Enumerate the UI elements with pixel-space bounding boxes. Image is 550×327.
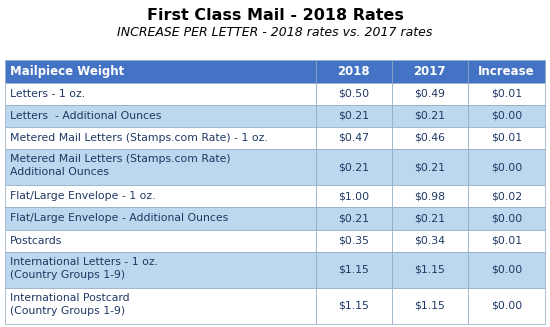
Bar bbox=[468, 252, 545, 288]
Text: Letters - 1 oz.: Letters - 1 oz. bbox=[10, 89, 85, 99]
Bar bbox=[5, 252, 316, 288]
Text: Metered Mail Letters (Stamps.com Rate)
Additional Ounces: Metered Mail Letters (Stamps.com Rate) A… bbox=[10, 154, 230, 177]
Text: $0.35: $0.35 bbox=[338, 235, 369, 246]
Bar bbox=[316, 252, 392, 288]
Bar bbox=[468, 288, 545, 324]
Bar bbox=[316, 60, 392, 83]
Bar bbox=[392, 207, 468, 230]
Text: Metered Mail Letters (Stamps.com Rate) - 1 oz.: Metered Mail Letters (Stamps.com Rate) -… bbox=[10, 133, 268, 143]
Text: $0.34: $0.34 bbox=[414, 235, 445, 246]
Bar bbox=[392, 60, 468, 83]
Bar bbox=[392, 83, 468, 105]
Text: $0.21: $0.21 bbox=[338, 162, 369, 172]
Text: $0.02: $0.02 bbox=[491, 191, 522, 201]
Text: $1.15: $1.15 bbox=[414, 265, 445, 275]
Bar bbox=[316, 185, 392, 207]
Text: $0.01: $0.01 bbox=[491, 133, 522, 143]
Bar bbox=[468, 185, 545, 207]
Text: Mailpiece Weight: Mailpiece Weight bbox=[10, 65, 124, 78]
Bar bbox=[468, 149, 545, 185]
Text: INCREASE PER LETTER - 2018 rates vs. 2017 rates: INCREASE PER LETTER - 2018 rates vs. 201… bbox=[117, 26, 433, 39]
Bar bbox=[316, 288, 392, 324]
Bar bbox=[5, 207, 316, 230]
Bar bbox=[392, 127, 468, 149]
Bar bbox=[5, 60, 316, 83]
Text: First Class Mail - 2018 Rates: First Class Mail - 2018 Rates bbox=[146, 8, 404, 23]
Bar bbox=[392, 149, 468, 185]
Bar bbox=[392, 252, 468, 288]
Bar bbox=[392, 288, 468, 324]
Text: $1.15: $1.15 bbox=[338, 301, 369, 311]
Bar bbox=[392, 185, 468, 207]
Bar bbox=[392, 105, 468, 127]
Text: $0.21: $0.21 bbox=[338, 214, 369, 223]
Text: $0.00: $0.00 bbox=[491, 111, 522, 121]
Text: $0.21: $0.21 bbox=[414, 214, 445, 223]
Text: $0.21: $0.21 bbox=[338, 111, 369, 121]
Text: $0.00: $0.00 bbox=[491, 301, 522, 311]
Text: $1.15: $1.15 bbox=[414, 301, 445, 311]
Bar bbox=[468, 105, 545, 127]
Text: $0.01: $0.01 bbox=[491, 235, 522, 246]
Text: $0.00: $0.00 bbox=[491, 265, 522, 275]
Text: $0.49: $0.49 bbox=[414, 89, 445, 99]
Bar bbox=[5, 185, 316, 207]
Text: $0.00: $0.00 bbox=[491, 162, 522, 172]
Text: Flat/Large Envelope - Additional Ounces: Flat/Large Envelope - Additional Ounces bbox=[10, 214, 228, 223]
Text: $0.47: $0.47 bbox=[338, 133, 369, 143]
Text: $0.21: $0.21 bbox=[414, 162, 445, 172]
Bar bbox=[5, 83, 316, 105]
Text: $1.15: $1.15 bbox=[338, 265, 369, 275]
Text: International Letters - 1 oz.
(Country Groups 1-9): International Letters - 1 oz. (Country G… bbox=[10, 257, 158, 280]
Bar bbox=[316, 149, 392, 185]
Text: Increase: Increase bbox=[478, 65, 535, 78]
Text: International Postcard
(Country Groups 1-9): International Postcard (Country Groups 1… bbox=[10, 293, 130, 316]
Bar bbox=[316, 207, 392, 230]
Text: $0.01: $0.01 bbox=[491, 89, 522, 99]
Text: Letters  - Additional Ounces: Letters - Additional Ounces bbox=[10, 111, 161, 121]
Bar bbox=[392, 230, 468, 252]
Text: Flat/Large Envelope - 1 oz.: Flat/Large Envelope - 1 oz. bbox=[10, 191, 156, 201]
Text: $0.50: $0.50 bbox=[338, 89, 369, 99]
Bar bbox=[468, 127, 545, 149]
Bar bbox=[316, 105, 392, 127]
Bar bbox=[5, 105, 316, 127]
Text: Postcards: Postcards bbox=[10, 235, 62, 246]
Bar bbox=[316, 230, 392, 252]
Bar bbox=[5, 149, 316, 185]
Bar bbox=[316, 127, 392, 149]
Bar bbox=[316, 83, 392, 105]
Bar bbox=[468, 207, 545, 230]
Bar bbox=[468, 83, 545, 105]
Text: $0.98: $0.98 bbox=[414, 191, 445, 201]
Text: $0.00: $0.00 bbox=[491, 214, 522, 223]
Bar bbox=[5, 230, 316, 252]
Text: 2017: 2017 bbox=[414, 65, 446, 78]
Bar bbox=[5, 288, 316, 324]
Text: 2018: 2018 bbox=[337, 65, 370, 78]
Text: $0.21: $0.21 bbox=[414, 111, 445, 121]
Bar bbox=[5, 127, 316, 149]
Bar bbox=[468, 230, 545, 252]
Text: $1.00: $1.00 bbox=[338, 191, 369, 201]
Text: $0.46: $0.46 bbox=[414, 133, 445, 143]
Bar bbox=[468, 60, 545, 83]
